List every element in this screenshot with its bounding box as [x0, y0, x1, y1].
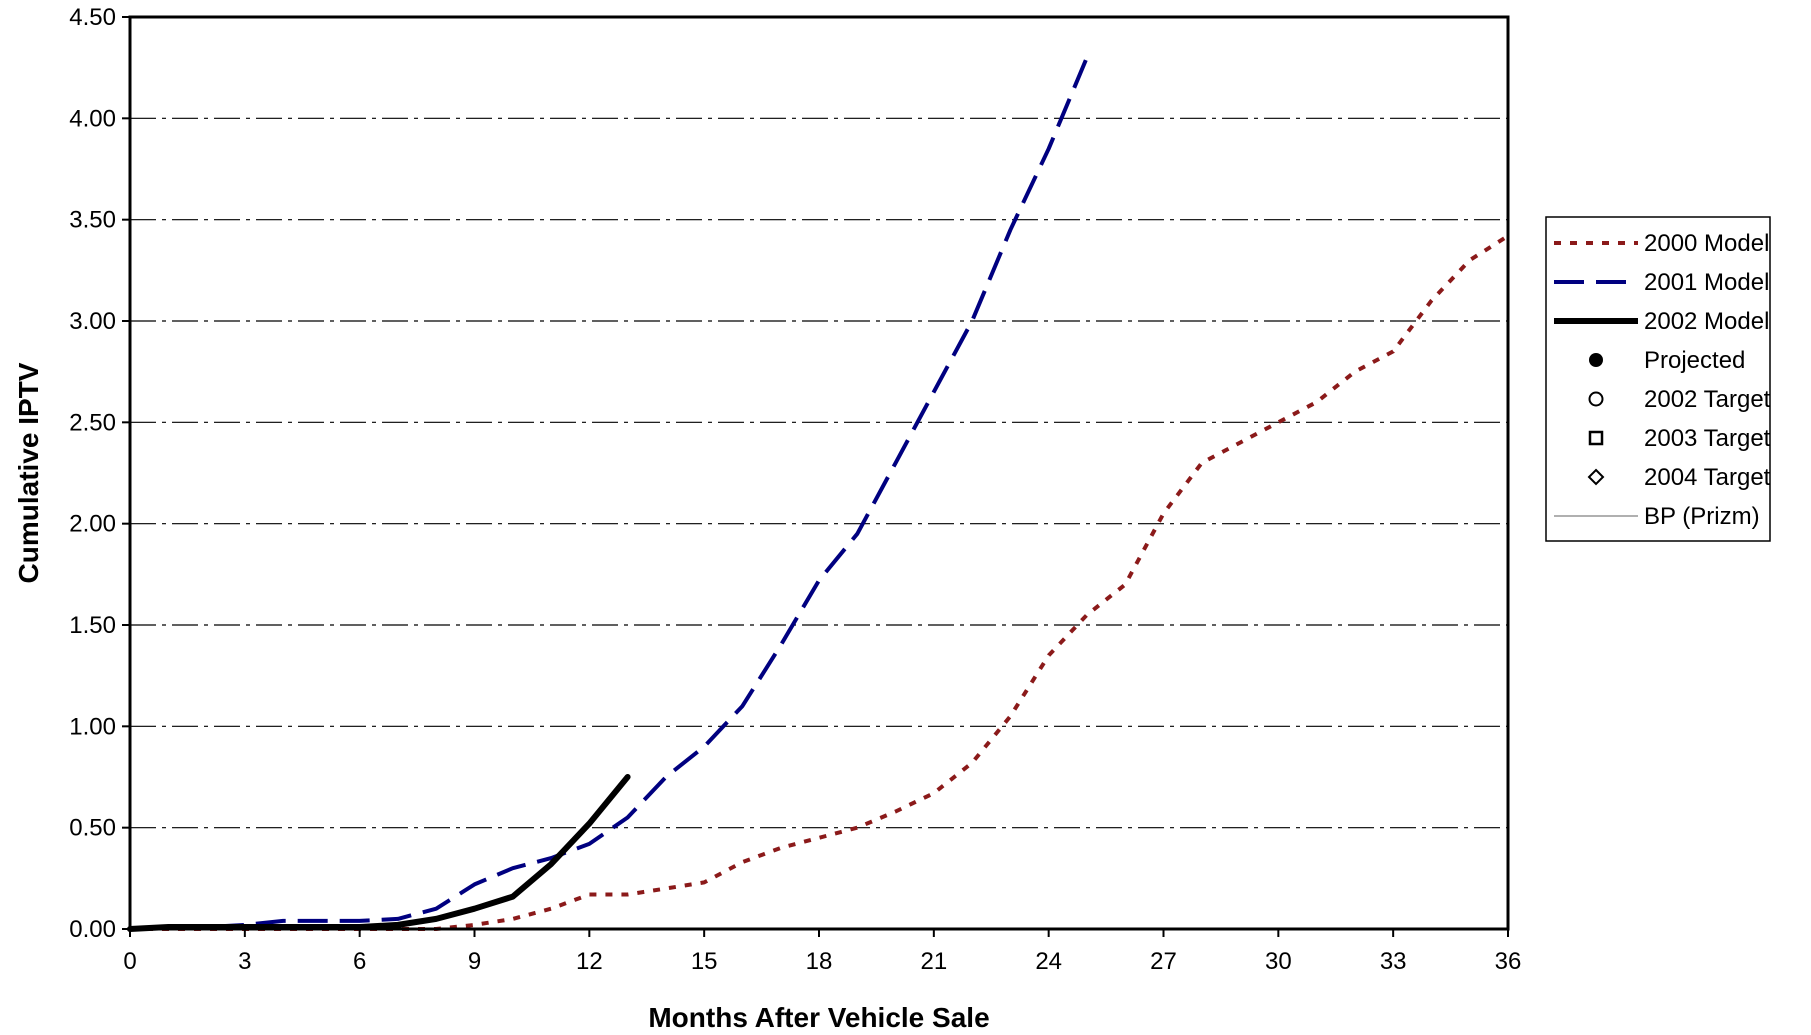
x-tick-label: 9	[468, 948, 481, 975]
legend-label: 2001 Model	[1644, 269, 1769, 296]
x-tick-label: 27	[1150, 948, 1177, 975]
y-tick-label: 0.00	[69, 916, 116, 943]
x-tick-label: 12	[576, 948, 603, 975]
legend-label: 2004 Target	[1644, 464, 1771, 491]
legend-label: 2000 Model	[1644, 230, 1769, 257]
y-tick-label: 4.00	[69, 105, 116, 132]
legend-label: 2002 Target	[1644, 386, 1771, 413]
axis-ticks: 0.00 0.50 1.00 1.50 2.00 2.50 3.00 3.50 4.00 4.50…	[69, 4, 1521, 975]
y-tick-label: 3.50	[69, 207, 116, 234]
legend-label: Projected	[1644, 347, 1745, 374]
x-tick-label: 24	[1035, 948, 1062, 975]
x-tick-label: 21	[920, 948, 947, 975]
legend: 2000 Model 2001 Model 2002 Model Projected 2…	[1545, 216, 1771, 542]
legend-box	[1545, 216, 1771, 542]
legend-label: 2002 Model	[1644, 308, 1769, 335]
x-tick-label: 6	[353, 948, 366, 975]
legend-label: BP (Prizm)	[1644, 503, 1760, 530]
legend-label: 2003 Target	[1644, 425, 1771, 452]
x-tick-label: 30	[1265, 948, 1292, 975]
y-axis-title: Cumulative IPTV	[13, 362, 44, 583]
x-tick-label: 33	[1380, 948, 1407, 975]
series-line-2002-model	[127, 774, 631, 932]
legend-symbol-2003-target	[1588, 430, 1604, 446]
y-tick-label: 1.50	[69, 612, 116, 639]
x-tick-label: 36	[1495, 948, 1522, 975]
y-tick-label: 2.50	[69, 409, 116, 436]
y-tick-label: 3.00	[69, 308, 116, 335]
x-tick-label: 18	[806, 948, 833, 975]
legend-symbol-2002-target	[1588, 391, 1604, 407]
y-tick-label: 0.50	[69, 815, 116, 842]
series-line-2001-model	[129, 56, 1089, 931]
legend-symbol-projected	[1589, 353, 1603, 367]
y-tick-label: 2.00	[69, 511, 116, 538]
legend-symbol-2004-target	[1587, 468, 1605, 486]
x-tick-label: 3	[238, 948, 251, 975]
x-tick-label: 0	[123, 948, 136, 975]
y-tick-label: 4.50	[69, 4, 116, 31]
x-axis-title: Months After Vehicle Sale	[648, 1002, 989, 1033]
x-tick-label: 15	[691, 948, 718, 975]
y-tick-label: 1.00	[69, 713, 116, 740]
grid-lines	[130, 117, 1508, 829]
